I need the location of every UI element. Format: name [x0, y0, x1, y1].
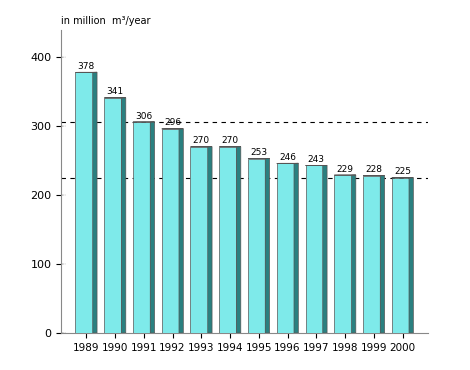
Polygon shape	[219, 147, 236, 333]
Polygon shape	[133, 122, 150, 333]
Polygon shape	[208, 147, 212, 333]
Text: 270: 270	[193, 136, 210, 145]
Text: 225: 225	[394, 167, 411, 176]
Polygon shape	[323, 165, 327, 333]
Polygon shape	[121, 98, 126, 333]
Text: 228: 228	[365, 165, 382, 174]
Polygon shape	[363, 176, 380, 333]
Text: 270: 270	[221, 136, 239, 145]
Polygon shape	[104, 98, 121, 333]
Text: 306: 306	[135, 111, 152, 121]
Polygon shape	[265, 158, 270, 333]
Polygon shape	[179, 129, 183, 333]
Text: 229: 229	[337, 165, 353, 174]
Text: 378: 378	[78, 62, 95, 71]
Polygon shape	[306, 165, 323, 333]
Text: 341: 341	[106, 87, 124, 96]
Polygon shape	[334, 175, 352, 333]
Polygon shape	[277, 164, 294, 333]
Polygon shape	[76, 73, 93, 333]
Polygon shape	[409, 178, 413, 333]
Polygon shape	[162, 129, 179, 333]
Polygon shape	[392, 178, 409, 333]
Polygon shape	[93, 72, 97, 333]
Polygon shape	[352, 175, 356, 333]
Text: 246: 246	[279, 153, 296, 162]
Text: 253: 253	[250, 148, 267, 157]
Polygon shape	[380, 176, 384, 333]
Text: 243: 243	[308, 155, 325, 164]
Polygon shape	[248, 158, 265, 333]
Polygon shape	[236, 147, 241, 333]
Polygon shape	[190, 147, 208, 333]
Polygon shape	[150, 122, 155, 333]
Polygon shape	[294, 163, 298, 333]
Text: in million  m³/year: in million m³/year	[61, 16, 150, 26]
Text: 296: 296	[164, 118, 181, 127]
